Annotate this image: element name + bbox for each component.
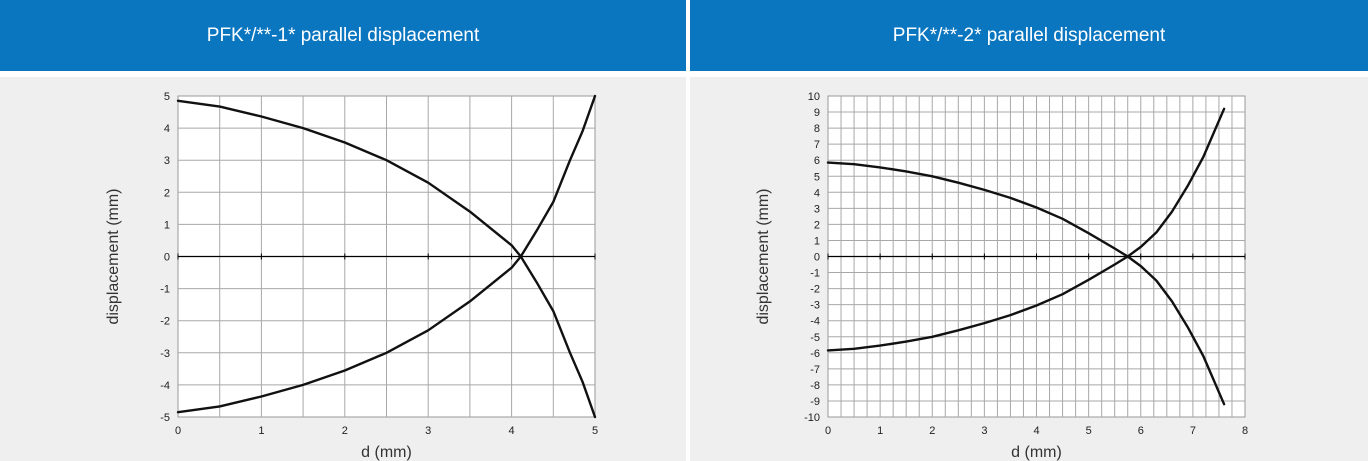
y-tick-label: 9 xyxy=(814,107,820,119)
series-line xyxy=(826,255,1129,352)
y-tick-label: -7 xyxy=(810,364,820,376)
chart-title: PFK*/**-2* parallel displacement xyxy=(690,0,1368,71)
y-tick-label: 3 xyxy=(814,203,820,215)
series-line xyxy=(519,255,597,419)
y-tick-label: 7 xyxy=(814,139,820,151)
y-tick-label: -2 xyxy=(160,316,170,328)
x-tick-label: 8 xyxy=(1242,425,1248,437)
y-tick-label: -8 xyxy=(810,380,820,392)
y-tick-label: -10 xyxy=(804,412,820,424)
x-tick-label: 1 xyxy=(258,425,264,437)
series-line xyxy=(176,255,522,414)
chart-body: 0 1 2 3 4 5 5 4 3 2 1 0 -1 -2 -3 -4 -5 d (mm) displacement… xyxy=(0,77,686,461)
chart-panel-right: PFK*/**-2* parallel displacement 0 1 2 3 4 5 6… xyxy=(690,0,1368,461)
chart-svg: 0 1 2 3 4 5 5 4 3 2 1 0 -1 -2 -3 -4 -5 d (mm) displacement… xyxy=(105,91,598,461)
y-tick-label: 4 xyxy=(814,187,820,199)
x-tick-label: 4 xyxy=(509,425,515,437)
y-axis-label: displacement (mm) xyxy=(105,188,122,324)
y-tick-label: -5 xyxy=(810,332,820,344)
x-tick-label: 4 xyxy=(1033,425,1039,437)
y-tick-label: -1 xyxy=(810,268,820,280)
y-tick-label: 0 xyxy=(164,252,170,264)
series-line xyxy=(176,99,522,258)
y-tick-label: -3 xyxy=(810,300,820,312)
x-axis-label: d (mm) xyxy=(361,444,412,461)
y-tick-label: -4 xyxy=(160,380,170,392)
series-line xyxy=(1126,255,1226,406)
chart-svg: 0 1 2 3 4 5 6 7 8109876543210-1-2-3-4-5-6-7-8-9-… xyxy=(755,91,1248,461)
x-tick-label: 5 xyxy=(1086,425,1092,437)
y-tick-label: 5 xyxy=(164,91,170,103)
x-tick-label: 0 xyxy=(825,425,831,437)
y-tick-label: 2 xyxy=(164,187,170,199)
y-tick-label: 2 xyxy=(814,219,820,231)
y-tick-label: -2 xyxy=(810,284,820,296)
x-tick-label: 3 xyxy=(981,425,987,437)
series-line xyxy=(1126,107,1226,258)
x-tick-label: 1 xyxy=(877,425,883,437)
series-line xyxy=(826,161,1129,258)
y-tick-label: -3 xyxy=(160,348,170,360)
x-tick-label: 0 xyxy=(175,425,181,437)
y-tick-label: 0 xyxy=(814,252,820,264)
chart-body: 0 1 2 3 4 5 6 7 8 10 9 8 7 6 5 4 3 2 1 0 -1 -2 -3 -4 -5 -6 -7 -8 -9-… xyxy=(690,77,1368,461)
y-tick-label: -1 xyxy=(160,284,170,296)
chart-title: PFK*/**-1* parallel displacement xyxy=(0,0,686,71)
chart-panel-left: PFK*/**-1* parallel displacement 0 1 2 3 4 5 5… xyxy=(0,0,686,461)
y-tick-label: 6 xyxy=(814,155,820,167)
x-tick-label: 3 xyxy=(425,425,431,437)
y-tick-label: 1 xyxy=(164,219,170,231)
series-line xyxy=(519,94,597,258)
y-tick-label: -6 xyxy=(810,348,820,360)
x-tick-label: 7 xyxy=(1190,425,1196,437)
x-tick-label: 5 xyxy=(592,425,598,437)
y-tick-label: -5 xyxy=(160,412,170,424)
y-tick-label: 10 xyxy=(808,91,820,103)
x-tick-label: 6 xyxy=(1138,425,1144,437)
y-tick-label: 3 xyxy=(164,155,170,167)
y-tick-label: 5 xyxy=(814,171,820,183)
y-tick-label: 8 xyxy=(814,123,820,135)
y-tick-label: -4 xyxy=(810,316,820,328)
y-tick-label: 1 xyxy=(814,235,820,247)
x-axis-label: d (mm) xyxy=(1011,444,1062,461)
y-tick-label: -9 xyxy=(810,396,820,408)
y-axis-label: displacement (mm) xyxy=(755,188,772,324)
y-tick-label: 4 xyxy=(164,123,170,135)
x-tick-label: 2 xyxy=(929,425,935,437)
x-tick-label: 2 xyxy=(342,425,348,437)
